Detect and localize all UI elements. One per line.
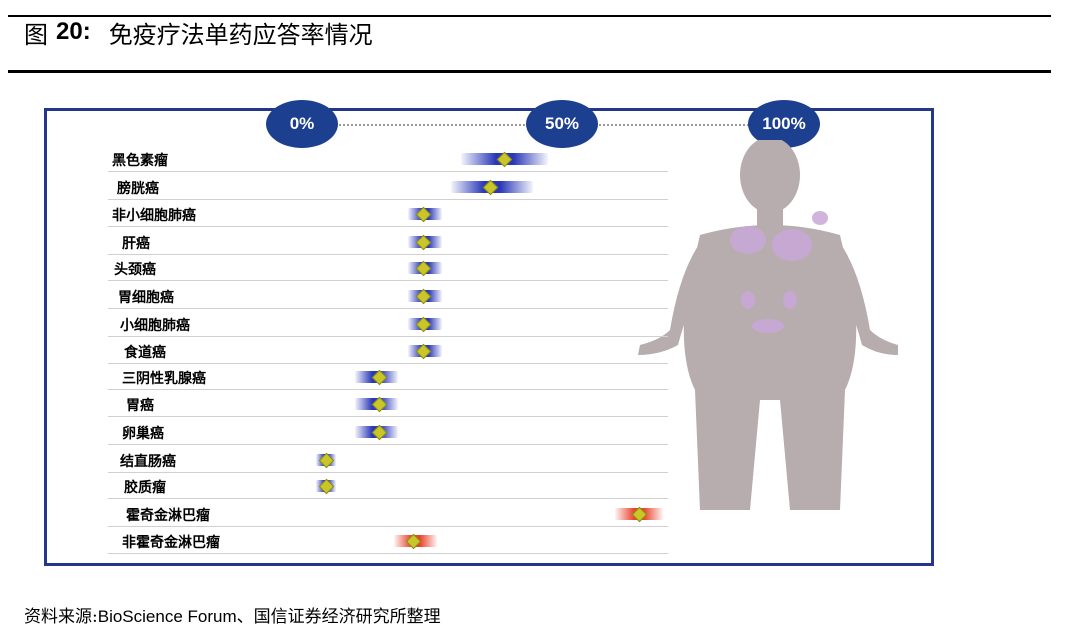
source-latin: BioScience Forum — [97, 607, 237, 626]
category-label: 膀胱癌 — [117, 181, 159, 197]
tick-50-percent: 50% — [526, 100, 598, 148]
category-label: 结直肠癌 — [120, 454, 176, 470]
category-label: 头颈癌 — [114, 262, 156, 278]
row-gridline — [108, 526, 668, 527]
category-label: 非霍奇金淋巴瘤 — [122, 535, 220, 551]
row-gridline — [108, 498, 668, 499]
row-gridline — [108, 444, 668, 445]
row-gridline — [108, 226, 668, 227]
row-gridline — [108, 472, 668, 473]
category-label: 胶质瘤 — [124, 480, 166, 496]
category-label: 小细胞肺癌 — [120, 318, 190, 334]
row-gridline — [108, 171, 668, 172]
category-label: 胃细胞癌 — [118, 290, 174, 306]
category-label: 非小细胞肺癌 — [112, 208, 196, 224]
category-label: 霍奇金淋巴瘤 — [126, 508, 210, 524]
category-label: 肝癌 — [122, 236, 150, 252]
header-top-rule — [8, 15, 1051, 17]
human-body-illustration — [638, 140, 898, 510]
category-label: 胃癌 — [126, 398, 154, 414]
source-note: 资料来源:BioScience Forum、国信证券经济研究所整理 — [24, 602, 441, 627]
category-label: 黑色素瘤 — [112, 153, 168, 169]
row-gridline — [108, 363, 668, 364]
category-label: 三阴性乳腺癌 — [122, 371, 206, 387]
source-prefix: 资料来源: — [24, 607, 98, 627]
header-bottom-rule — [8, 70, 1051, 73]
row-gridline — [108, 416, 668, 417]
row-gridline — [108, 254, 668, 255]
source-suffix: 、国信证券经济研究所整理 — [236, 607, 441, 627]
row-gridline — [108, 553, 668, 554]
row-gridline — [108, 280, 668, 281]
figure-header: 图 20: 免疫疗法单药应答率情况 — [24, 12, 373, 52]
row-gridline — [108, 199, 668, 200]
figure-number: 20: — [56, 18, 91, 45]
row-gridline — [108, 336, 668, 337]
figure-title: 免疫疗法单药应答率情况 — [108, 20, 373, 49]
category-label: 卵巢癌 — [122, 426, 164, 442]
row-gridline — [108, 308, 668, 309]
category-label: 食道癌 — [124, 345, 166, 361]
row-gridline — [108, 389, 668, 390]
tick-0-percent: 0% — [266, 100, 338, 148]
figure-label: 图 — [24, 20, 48, 49]
